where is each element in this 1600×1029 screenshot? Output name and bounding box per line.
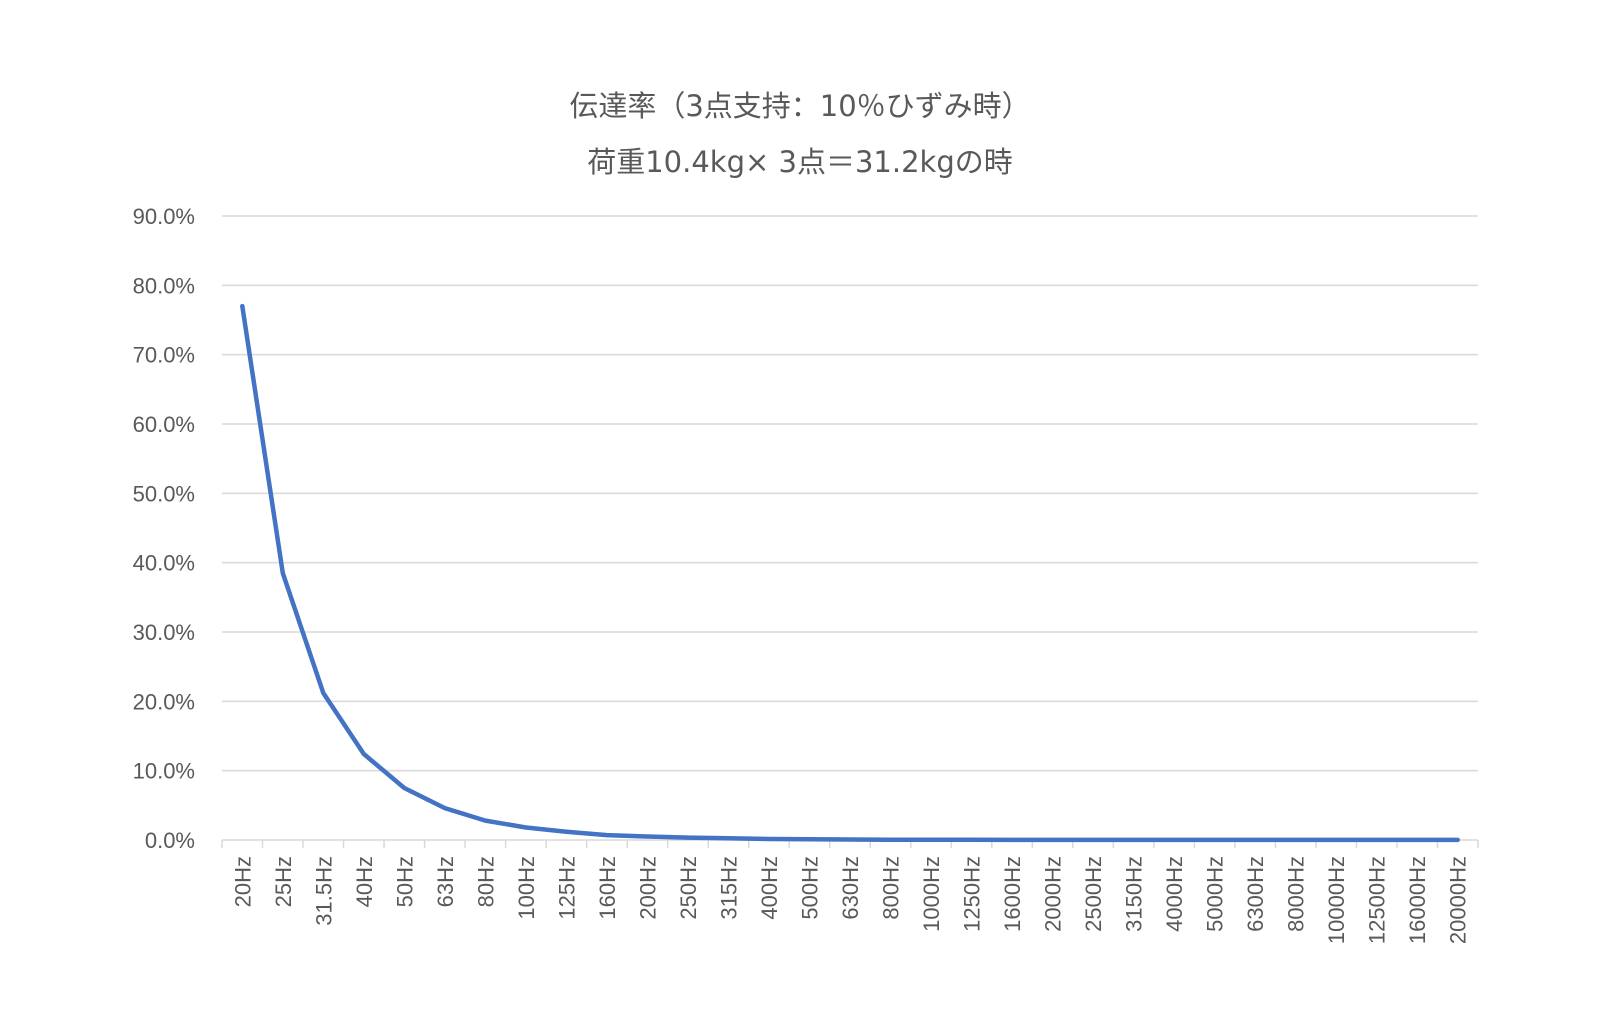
x-tick-label: 80Hz	[473, 856, 498, 907]
y-tick-label: 0.0%	[145, 828, 195, 853]
y-axis-tick-labels: 0.0% 10.0% 20.0% 30.0% 40.0% 50.0% 60.0% 70.0% 8…	[133, 204, 195, 853]
x-tick-label: 400Hz	[757, 856, 782, 920]
x-tick-label: 3150Hz	[1122, 856, 1147, 932]
x-tick-label: 8000Hz	[1284, 856, 1309, 932]
x-tick-label: 200Hz	[635, 856, 660, 920]
x-tick-label: 500Hz	[797, 856, 822, 920]
x-tick-label: 1000Hz	[919, 856, 944, 932]
gridlines	[222, 215, 1478, 772]
y-tick-label: 80.0%	[133, 273, 195, 298]
x-axis-tick-labels: 20Hz 25Hz 31.5Hz 40Hz 50Hz 63Hz 80Hz 100Hz 125Hz…	[230, 856, 1470, 944]
y-tick-label: 70.0%	[133, 343, 195, 368]
x-tick-label: 25Hz	[271, 856, 296, 907]
x-tick-label: 16000Hz	[1405, 856, 1430, 944]
x-tick-label: 160Hz	[595, 856, 620, 920]
y-tick-label: 20.0%	[133, 689, 195, 714]
chart-title-block: 伝達率（3点支持：10％ひずみ時） 荷重10.4kg× 3点＝31.2kgの時	[0, 78, 1600, 190]
x-tick-label: 12500Hz	[1365, 856, 1390, 944]
x-tick-label: 10000Hz	[1324, 856, 1349, 944]
y-tick-label: 90.0%	[133, 204, 195, 229]
y-tick-label: 10.0%	[133, 759, 195, 784]
chart-title: 伝達率（3点支持：10％ひずみ時）	[569, 89, 1031, 123]
x-tick-label: 31.5Hz	[311, 856, 336, 926]
y-tick-label: 50.0%	[133, 481, 195, 506]
x-tick-label: 315Hz	[716, 856, 741, 920]
x-tick-label: 2500Hz	[1081, 856, 1106, 932]
x-tick-label: 50Hz	[392, 856, 417, 907]
x-tick-label: 4000Hz	[1162, 856, 1187, 932]
x-tick-label: 1250Hz	[960, 856, 985, 932]
y-tick-label: 60.0%	[133, 412, 195, 437]
y-tick-label: 30.0%	[133, 620, 195, 645]
series-layer	[240, 303, 1460, 843]
x-tick-label: 2000Hz	[1041, 856, 1066, 932]
x-tick-label: 6300Hz	[1243, 856, 1268, 932]
x-tick-label: 250Hz	[676, 856, 701, 920]
x-tick-label: 20Hz	[230, 856, 255, 907]
series-line	[240, 303, 1460, 843]
y-tick-label: 40.0%	[133, 551, 195, 576]
x-tick-label: 63Hz	[433, 856, 458, 907]
x-tick-label: 40Hz	[352, 856, 377, 907]
x-tick-label: 800Hz	[879, 856, 904, 920]
x-tick-label: 20000Hz	[1446, 856, 1471, 944]
x-tick-label: 5000Hz	[1203, 856, 1228, 932]
x-tick-label: 1600Hz	[1000, 856, 1025, 932]
x-tick-label: 125Hz	[554, 856, 579, 920]
chart-subtitle: 荷重10.4kg× 3点＝31.2kgの時	[587, 145, 1013, 179]
x-tick-label: 100Hz	[514, 856, 539, 920]
x-tick-label: 630Hz	[838, 856, 863, 920]
